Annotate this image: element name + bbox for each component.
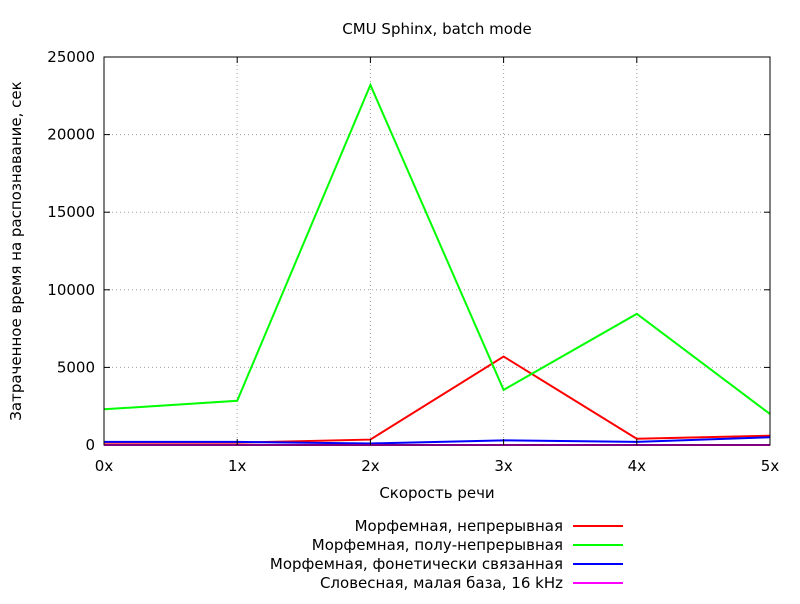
x-tick-label: 0x [95,457,114,475]
legend-label-1: Морфемная, непрерывная [355,517,563,535]
x-tick-label: 2x [361,457,380,475]
y-axis-label: Затраченное время на распознавание, сек [7,81,25,420]
plot-frame [103,56,771,446]
x-tick-label: 4x [628,457,647,475]
series-layer [103,82,771,446]
y-tick-labels: 0 5000 10000 15000 20000 25000 [47,48,95,454]
series-line-3 [104,436,771,445]
x-axis-label: Скорость речи [379,484,494,502]
y-tick-label: 5000 [57,358,95,376]
series-line-1 [104,355,771,444]
series-line-2 [103,82,771,415]
legend-label-4: Словесная, малая база, 16 kHz [320,574,563,592]
y-tick-label: 20000 [47,126,95,144]
y-tick-label: 10000 [47,281,95,299]
x-tick-labels: 0x 1x 2x 3x 4x 5x [95,457,780,475]
y-tick-label: 0 [85,436,95,454]
chart-title: CMU Sphinx, batch mode [342,20,531,38]
x-tick-label: 3x [494,457,513,475]
x-tick-label: 5x [761,457,780,475]
legend-label-3: Морфемная, фонетически связанная [270,555,563,573]
y-tick-label: 15000 [47,203,95,221]
x-tick-label: 1x [228,457,247,475]
grid-lines [104,57,770,445]
axis-ticks [103,56,771,446]
legend-label-2: Морфемная, полу-непрерывная [312,536,563,554]
y-tick-label: 25000 [47,48,95,66]
